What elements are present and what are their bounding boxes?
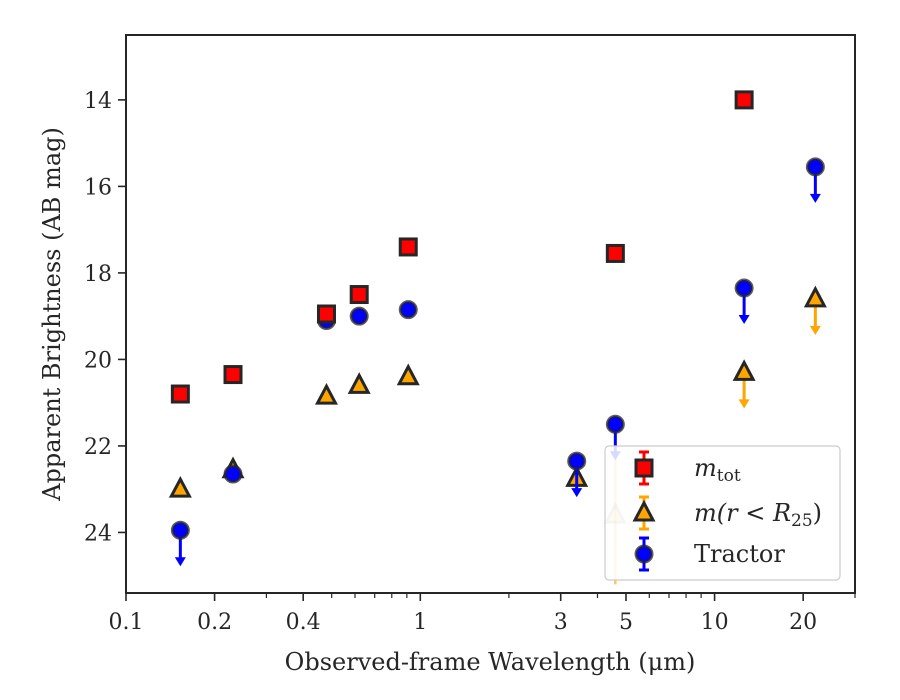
x-tick-label: 3 <box>554 610 568 635</box>
triangle-point <box>314 382 338 405</box>
x-axis-title: Observed-frame Wavelength (μm) <box>285 648 696 676</box>
square-point <box>170 384 190 404</box>
y-tick-label: 22 <box>84 435 112 460</box>
y-axis-ticks: 14 16 18 20 22 24 <box>84 89 126 546</box>
y-tick-label: 16 <box>84 175 112 200</box>
triangle-point <box>803 285 827 308</box>
circle-point <box>567 451 587 471</box>
upper-limit-arrow-head <box>809 325 821 335</box>
square-point <box>316 304 336 324</box>
upper-limit-arrow-head <box>571 488 583 498</box>
upper-limit-arrow-head <box>738 399 750 409</box>
y-tick-label: 24 <box>84 521 112 546</box>
x-tick-label: 10 <box>701 610 729 635</box>
circle-point <box>223 464 243 484</box>
upper-limit-arrow-head <box>174 557 186 567</box>
y-tick-label: 20 <box>84 348 112 373</box>
legend-marker-circle <box>634 544 654 564</box>
square-point <box>349 285 369 305</box>
y-tick-label: 18 <box>84 262 112 287</box>
x-tick-label: 0.4 <box>286 610 321 635</box>
x-tick-label: 20 <box>789 610 817 635</box>
circle-point <box>398 300 418 320</box>
x-tick-label: 1 <box>413 610 427 635</box>
circle-point <box>734 278 754 298</box>
legend-label: m(r < R25) <box>694 499 822 531</box>
circle-point <box>170 520 190 540</box>
x-tick-label: 0.2 <box>197 610 232 635</box>
x-tick-label: 5 <box>619 610 633 635</box>
y-tick-label: 14 <box>84 89 112 114</box>
legend-marker-triangle <box>632 499 656 522</box>
triangle-point <box>732 359 756 381</box>
circle-point <box>605 414 625 434</box>
circle-point <box>349 306 369 326</box>
upper-limit-arrow-head <box>809 193 821 203</box>
x-axis-ticks: 0.1 0.2 0.4 1 3 5 10 20 <box>109 593 856 635</box>
triangle-point <box>396 363 420 386</box>
plot-frame <box>125 34 856 594</box>
legend-box <box>604 445 841 581</box>
upper-limit-arrow-head <box>738 315 750 325</box>
circle-point <box>805 157 825 177</box>
legend-label: Tractor <box>694 540 785 568</box>
legend-marker-square <box>634 458 654 478</box>
y-axis-title: Apparent Brightness (AB mag) <box>38 127 66 502</box>
triangle-point <box>347 372 371 394</box>
x-tick-label: 0.1 <box>109 610 144 635</box>
data-marks <box>168 90 827 585</box>
square-point <box>734 90 754 110</box>
square-point <box>605 243 625 263</box>
triangle-point <box>168 475 192 498</box>
square-point <box>398 237 418 257</box>
square-point <box>223 365 243 385</box>
